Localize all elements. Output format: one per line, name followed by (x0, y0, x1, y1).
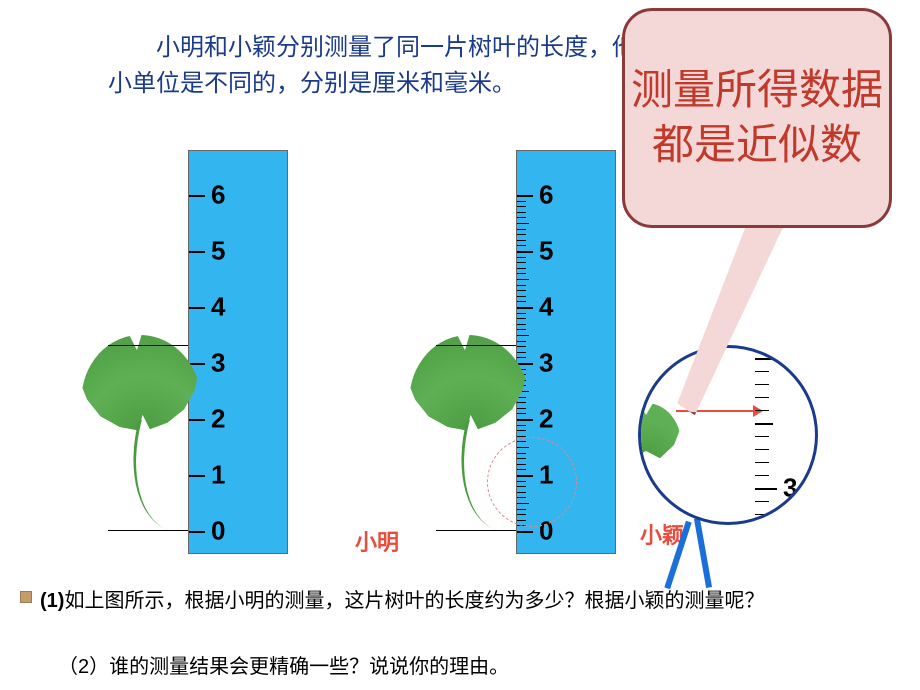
tick-minor (517, 240, 526, 241)
tick-minor (517, 318, 526, 319)
tick-label: 4 (539, 292, 553, 323)
mag-tick (755, 449, 769, 450)
tick-label: 4 (211, 292, 225, 323)
tick-minor (517, 229, 526, 230)
tick-minor (517, 201, 526, 202)
mag-tick (755, 462, 769, 463)
tick-minor (517, 301, 526, 302)
tick-minor (517, 290, 526, 291)
tick-major (189, 307, 205, 309)
magnifier-lens: 34 (638, 345, 818, 525)
tick-label: 2 (539, 404, 553, 435)
mag-tick (755, 371, 769, 372)
mag-tick (755, 410, 769, 411)
mag-tick (755, 514, 769, 515)
tick-major (517, 307, 533, 309)
tick-minor (517, 257, 526, 258)
bullet-icon (20, 591, 32, 603)
tick-minor (517, 313, 526, 314)
mag-tick (755, 423, 773, 425)
tick-label: 1 (211, 460, 225, 491)
tick-major (189, 251, 205, 253)
magnified-leaf-icon (638, 403, 681, 463)
mag-tick (755, 501, 769, 502)
tick-major (517, 531, 533, 533)
tick-minor (517, 206, 526, 207)
tick-minor (517, 234, 526, 235)
label-xiaoming: 小明 (355, 525, 399, 557)
mag-tick (755, 436, 769, 437)
tick-minor (517, 285, 526, 286)
tick-minor (517, 268, 526, 269)
mag-tick (755, 488, 777, 490)
tick-major (517, 251, 533, 253)
tick-minor (517, 212, 526, 213)
tick-minor (517, 329, 526, 330)
tick-minor (517, 217, 526, 218)
tick-minor (517, 296, 526, 297)
leaf-stem-icon (113, 419, 197, 531)
tick-minor (517, 279, 529, 280)
guide-line (436, 345, 516, 346)
mag-tick (755, 475, 769, 476)
tick-minor (517, 245, 526, 246)
question-2: （2）谁的测量结果会更精确一些？说说你的理由。 (58, 650, 509, 679)
question-1: (1)如上图所示，根据小明的测量，这片树叶的长度约为多少？根据小颖的测量呢？ (40, 585, 890, 617)
q1-text: 如上图所示，根据小明的测量，这片树叶的长度约为多少？根据小颖的测量呢？ (64, 590, 764, 612)
mag-tick (755, 384, 769, 385)
tick-label: 0 (211, 516, 225, 547)
mag-tick (755, 397, 769, 398)
guide-line (108, 345, 188, 346)
tick-label: 6 (539, 180, 553, 211)
q1-number: (1) (40, 590, 64, 612)
mag-tick (755, 358, 777, 360)
tick-label: 6 (211, 180, 225, 211)
magnified-ruler: 34 (755, 345, 815, 525)
tick-label: 3 (211, 348, 225, 379)
tick-major (517, 195, 533, 197)
tick-major (189, 195, 205, 197)
tick-major (189, 531, 205, 533)
tick-minor (517, 262, 526, 263)
ruler-xiaoming: 0 1 2 3 4 5 6 (188, 150, 288, 554)
tick-minor (517, 273, 526, 274)
mag-label: 4 (783, 345, 797, 374)
tick-label: 2 (211, 404, 225, 435)
mag-tick (755, 345, 769, 346)
tick-minor (517, 324, 526, 325)
callout-text: 测量所得数据都是近似数 (625, 63, 889, 172)
magnifier-handle-icon (694, 518, 712, 588)
tick-label: 5 (539, 236, 553, 267)
leaf-xiaoming (70, 335, 200, 485)
tick-label: 3 (539, 348, 553, 379)
highlight-circle-icon (487, 437, 577, 527)
guide-line (108, 530, 188, 531)
tick-label: 5 (211, 236, 225, 267)
mag-label: 3 (783, 473, 797, 504)
tick-minor (517, 223, 529, 224)
guide-line (436, 530, 516, 531)
callout-bubble: 测量所得数据都是近似数 (622, 8, 892, 228)
